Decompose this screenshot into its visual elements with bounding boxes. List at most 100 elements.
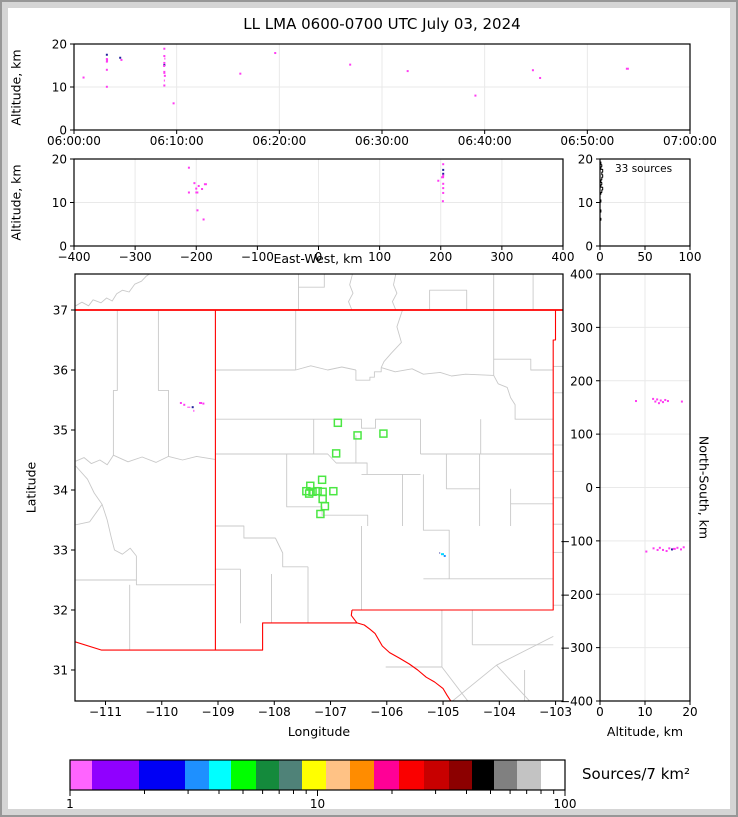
figure-title: LL LMA 0600-0700 UTC July 03, 2024 xyxy=(243,15,521,33)
y-tick-label: −100 xyxy=(560,534,593,548)
colorbar-segment xyxy=(374,760,399,790)
source-point xyxy=(539,76,542,79)
county-boundary xyxy=(422,474,450,579)
x-tick-label: 0 xyxy=(315,250,323,264)
source-point xyxy=(474,94,477,97)
source-point xyxy=(105,85,108,88)
y-tick-label: 300 xyxy=(570,321,593,335)
source-point xyxy=(106,58,109,62)
source-point xyxy=(442,191,445,194)
source-point xyxy=(179,401,182,404)
colorbar-segment xyxy=(256,760,279,790)
state-boundary xyxy=(356,622,452,701)
colorbar-segment xyxy=(494,760,517,790)
y-tick-label: 10 xyxy=(52,196,67,210)
lma-station-marker xyxy=(379,429,388,438)
colorbar-segment xyxy=(449,760,472,790)
source-point xyxy=(183,403,186,406)
lma-station-marker xyxy=(333,418,343,428)
colorbar-segment xyxy=(302,760,326,790)
source-point xyxy=(682,546,685,549)
y-tick-label: 10 xyxy=(578,196,593,210)
source-point xyxy=(656,398,659,401)
y-tick-label: 20 xyxy=(52,38,67,52)
county-boundary xyxy=(298,274,325,288)
county-boundary xyxy=(157,310,169,457)
x-tick-label: 06:10:00 xyxy=(150,134,204,148)
source-point xyxy=(163,61,166,64)
x-tick-label: −110 xyxy=(145,705,178,719)
county-boundary xyxy=(215,418,421,429)
y-tick-label: 100 xyxy=(570,428,593,442)
colorbar-segment xyxy=(231,760,256,790)
colorbar-segment xyxy=(541,760,565,790)
state-boundary xyxy=(352,310,557,611)
colorbar-segment xyxy=(350,760,374,790)
county-boundary xyxy=(215,453,356,464)
x-tick-label: 06:30:00 xyxy=(355,134,409,148)
source-point xyxy=(664,398,667,401)
map-panel: −111 −110 −109 −108 −107 −106 −105 −104 −103 31 32… xyxy=(53,273,572,719)
county-boundary xyxy=(75,556,137,581)
colorbar-label: Sources/7 km² xyxy=(582,765,691,783)
colorbar-tick-label: 10 xyxy=(310,797,325,811)
source-point xyxy=(676,546,679,549)
lma-station-marker xyxy=(329,486,338,496)
lma-station-marker xyxy=(317,475,327,485)
county-boundary xyxy=(391,274,398,311)
source-point xyxy=(120,58,123,61)
ylabel-map: Latitude xyxy=(23,461,39,514)
lma-station-marker xyxy=(318,494,327,504)
source-point xyxy=(442,187,445,190)
source-point xyxy=(105,53,108,56)
colorbar-tick-label: 1 xyxy=(66,797,74,811)
lma-station-marker xyxy=(320,501,330,511)
y-tick-label: 0 xyxy=(585,481,593,495)
county-boundary xyxy=(496,664,531,701)
x-tick-label: 20 xyxy=(682,705,697,719)
y-tick-label: 0 xyxy=(585,240,593,254)
x-tick-label: −400 xyxy=(58,250,91,264)
source-point xyxy=(193,409,195,412)
source-point xyxy=(658,546,661,549)
source-point xyxy=(531,69,534,72)
source-point xyxy=(197,184,200,187)
lma-station-marker xyxy=(331,449,341,458)
y-tick-label: 32 xyxy=(53,603,68,617)
x-tick-label: 400 xyxy=(552,250,575,264)
source-point xyxy=(196,209,199,212)
source-point xyxy=(203,183,207,186)
source-point xyxy=(656,548,659,551)
histogram-annotation: 33 sources xyxy=(615,163,673,175)
source-point xyxy=(163,79,165,82)
state-boundary xyxy=(75,609,358,651)
source-point xyxy=(349,63,352,66)
altitude-histogram-panel: 0 50 100 0 10 20 xyxy=(578,153,702,265)
y-tick-label: 37 xyxy=(53,303,68,317)
panel-frame xyxy=(74,273,564,702)
colorbar-segment xyxy=(70,760,92,790)
source-point xyxy=(625,67,629,70)
source-point xyxy=(163,64,166,67)
ns-height-panel: 0 10 20 400 300 200 100 0 −100 −200 −300 −400 xyxy=(560,268,698,720)
x-tick-label: −103 xyxy=(539,705,572,719)
county-boundary xyxy=(441,610,469,701)
county-boundary xyxy=(286,454,369,526)
county-boundary xyxy=(493,310,554,371)
y-tick-label: 200 xyxy=(570,374,593,388)
source-point xyxy=(662,548,664,551)
x-tick-label: −111 xyxy=(89,705,122,719)
colorbar-segment xyxy=(139,760,185,790)
lma-station-marker xyxy=(313,486,322,496)
source-point xyxy=(105,68,108,71)
x-tick-label: −106 xyxy=(370,705,403,719)
source-point xyxy=(440,553,444,556)
x-tick-label: 10 xyxy=(637,705,652,719)
colorbar-segment xyxy=(92,760,139,790)
source-point xyxy=(442,168,445,171)
x-tick-label: 300 xyxy=(490,250,513,264)
source-point xyxy=(654,400,657,403)
source-point xyxy=(164,57,166,60)
source-point xyxy=(439,552,441,554)
source-point xyxy=(202,218,205,221)
